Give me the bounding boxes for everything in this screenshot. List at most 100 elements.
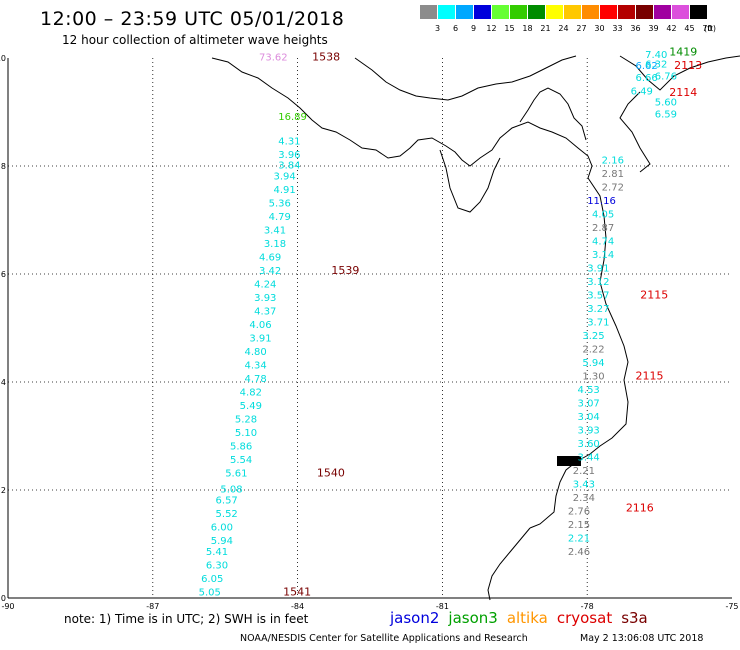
wave-height-label: 5.36 (269, 199, 291, 210)
wave-height-label: 6.57 (216, 496, 238, 507)
wave-height-label: 3.44 (578, 452, 600, 463)
wave-height-label: 2.87 (592, 223, 614, 234)
wave-height-label: 6.00 (211, 523, 233, 534)
wave-height-label: 5.54 (230, 455, 252, 466)
wave-height-label: 3.91 (249, 334, 271, 345)
pass-id-label: 2114 (669, 86, 697, 99)
page-subtitle: 12 hour collection of altimeter wave hei… (62, 33, 328, 47)
wave-height-label: 3.43 (573, 479, 595, 490)
color-scale-swatch (492, 5, 509, 19)
wave-height-label: 3.41 (264, 226, 286, 237)
wave-height-label: 4.31 (278, 136, 300, 147)
x-tick-label: -78 (581, 602, 594, 611)
pass-id-label: 2116 (626, 502, 654, 515)
axis-ticks: -90 -87 -84 -81 -78 -75 10 8 6 4 2 0 (0, 54, 739, 611)
x-tick-label: -84 (291, 602, 304, 611)
wave-height-label: 5.08 (220, 485, 242, 496)
color-scale-label: 21 (540, 24, 551, 33)
legend-entry-jason3: jason3 (448, 609, 498, 627)
color-scale-swatch (582, 5, 599, 19)
wave-height-label: 3.93 (578, 425, 600, 436)
wave-height-label: 5.28 (235, 415, 257, 426)
color-scale-swatch (474, 5, 491, 19)
color-scale-swatch (690, 5, 707, 19)
x-tick-label: -75 (725, 602, 738, 611)
color-scale-label: 39 (648, 24, 659, 33)
wave-height-label: 6.66 (635, 73, 657, 84)
wave-height-label: 3.93 (254, 293, 276, 304)
wave-height-label: 5.05 (199, 587, 221, 598)
wave-height-label: 4.80 (245, 347, 267, 358)
wave-height-label: 3.14 (592, 250, 614, 261)
coastline-azuero-peninsula (439, 149, 501, 213)
wave-height-label: 2.21 (568, 533, 590, 544)
coastline-ecuador (487, 527, 531, 601)
color-scale-label: 33 (612, 24, 623, 33)
color-scale-swatch (672, 5, 689, 19)
wave-height-label: 5.61 (225, 469, 247, 480)
wave-height-label: 2.46 (568, 547, 590, 558)
color-scale-swatch (456, 5, 473, 19)
wave-height-label: 5.41 (206, 547, 228, 558)
color-scale-unit: (ft) (703, 24, 717, 33)
legend-entry-cryosat: cryosat (556, 609, 613, 627)
wave-height-label: 3.60 (578, 439, 600, 450)
color-scale-swatch (546, 5, 563, 19)
footnote: note: 1) Time is in UTC; 2) SWH is in fe… (64, 612, 309, 626)
color-scale-swatch (600, 5, 617, 19)
wave-height-label: 3.04 (578, 412, 600, 423)
wave-height-label: 7.40 (645, 50, 667, 61)
x-tick-label: -90 (1, 602, 14, 611)
wave-height-label: 11.16 (587, 196, 616, 207)
color-scale-label: 18 (522, 24, 533, 33)
generation-timestamp: May 2 13:06:08 UTC 2018 (580, 633, 704, 644)
wave-height-labels: 73.62 16.89 4.31 3.963.843.94 4.91 5.36 4.79 3.… (199, 50, 677, 598)
y-tick-label: 0 (1, 594, 6, 603)
color-scale-label: 9 (470, 24, 477, 33)
graticule (8, 58, 732, 598)
x-tick-label: -87 (146, 602, 159, 611)
wave-height-label: 2.72 (602, 182, 624, 193)
legend-entry-jason2: jason2 (390, 609, 440, 627)
color-scale-swatch (564, 5, 581, 19)
pass-id-label: 1540 (317, 467, 345, 480)
wave-height-label: 5.10 (235, 428, 257, 439)
wave-height-label: 3.27 (587, 304, 609, 315)
wave-height-label: 4.34 (245, 361, 267, 372)
y-tick-label: 8 (1, 162, 6, 171)
satellite-legend: jason2 jason3 altika cryosat s3a (390, 609, 657, 627)
wave-height-label: 2.21 (573, 466, 595, 477)
wave-height-label: 3.84 (278, 161, 300, 172)
color-scale-label: 6 (452, 24, 459, 33)
coastline-colombia-caribbean (619, 55, 740, 173)
wave-height-label: 3.96 (278, 150, 300, 161)
color-scale-swatch (528, 5, 545, 19)
coastline-central-america (211, 57, 593, 179)
color-scale-label: 30 (594, 24, 605, 33)
y-tick-label: 10 (0, 54, 6, 63)
wave-height-label: 3.07 (578, 398, 600, 409)
wave-height-color-scale: 3 6 9 12 15 18 21 24 27 30 33 36 39 42 45 70 (ft) (420, 5, 728, 35)
wave-height-label: 3.25 (582, 331, 604, 342)
wave-height-label: 2.81 (602, 169, 624, 180)
color-scale-swatch (618, 5, 635, 19)
wave-height-label: 5.60 (655, 98, 677, 109)
legend-entry-altika: altika (506, 609, 548, 627)
y-tick-label: 4 (1, 378, 6, 387)
wave-height-label: 6.49 (631, 87, 653, 98)
wave-height-label: 5.49 (240, 401, 262, 412)
wave-height-label: 2.16 (602, 155, 624, 166)
wave-height-label: 3.94 (273, 172, 295, 183)
color-scale-label: 45 (684, 24, 695, 33)
wave-height-label: 2.15 (568, 520, 590, 531)
wave-height-label: 6.30 (206, 560, 228, 571)
wave-height-label: 4.91 (273, 185, 295, 196)
wave-height-label: 6.76 (655, 72, 677, 83)
color-scale-label: 70 (702, 24, 713, 33)
wave-height-label: 4.06 (249, 320, 271, 331)
wave-height-label: 3.42 (259, 266, 281, 277)
map-frame (7, 58, 732, 599)
pass-id-label: 2115 (635, 369, 663, 382)
